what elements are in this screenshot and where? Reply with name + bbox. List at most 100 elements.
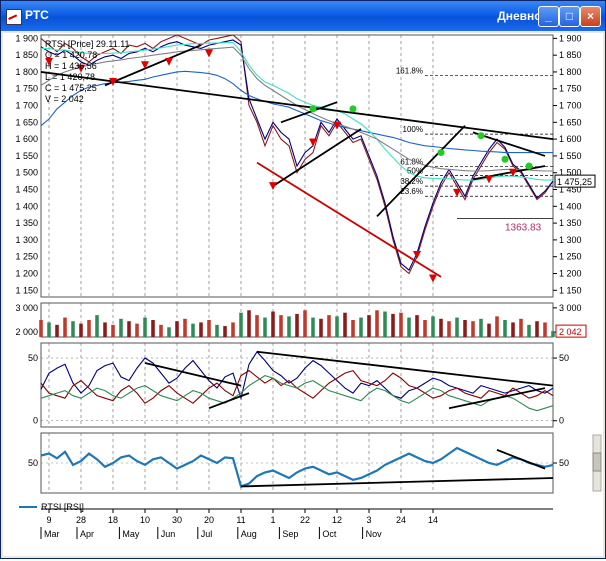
chart-area: 1 900 1 900 1 850 1 850 1 800 1 800 1 750 1 750… [3, 33, 603, 556]
down-marker [141, 61, 149, 70]
volume-bar [255, 315, 259, 337]
x-day-label: 18 [108, 515, 118, 525]
up-marker [349, 105, 357, 113]
down-marker [45, 57, 53, 66]
y-tick-label-left: 1 250 [15, 252, 38, 262]
ohlc-info-line: L = 1 420,78 [45, 72, 95, 82]
volume-bar [543, 322, 547, 337]
volume-bar [399, 312, 403, 337]
x-month-label: Sep [282, 529, 298, 539]
down-marker [205, 49, 213, 58]
y-tick-label-left: 1 800 [15, 67, 38, 77]
period-label[interactable]: Дневной [497, 9, 549, 23]
volume-bar [359, 317, 363, 337]
volume-bar [159, 324, 163, 337]
volume-bar [479, 318, 483, 337]
series-line [40, 70, 553, 154]
down-marker [485, 175, 493, 184]
volume-bar [95, 315, 99, 337]
volume-bar [279, 315, 283, 337]
volume-bar [471, 321, 475, 337]
close-button[interactable]: × [580, 6, 601, 27]
volume-bar [87, 320, 91, 337]
trendline [144, 362, 242, 387]
ohlc-info-line: V = 2 042 [45, 94, 84, 104]
trendline [496, 449, 546, 470]
trendline [256, 350, 554, 387]
down-marker [333, 121, 341, 130]
down-marker [429, 274, 437, 283]
x-day-label: 12 [332, 515, 342, 525]
volume-bar [71, 321, 75, 337]
volume-bar [351, 320, 355, 337]
x-day-label: 20 [204, 515, 214, 525]
y-tick-label-right: 1 350 [559, 218, 582, 228]
last-price-label: 1 475,25 [557, 177, 592, 187]
maximize-button[interactable]: □ [559, 6, 580, 27]
x-month-label: May [122, 529, 140, 539]
volume-last-box [555, 324, 587, 338]
x-day-label: 3 [366, 515, 371, 525]
volume-last-label: 2 042 [559, 327, 582, 337]
x-day-label: 1 [270, 515, 275, 525]
trendline [448, 387, 546, 410]
ohlc-info-line: O = 1 420,78 [45, 50, 97, 60]
minimize-button[interactable]: _ [538, 6, 559, 27]
y-tick-label-right: 1 250 [559, 252, 582, 262]
y-tick-label-right: 50 [559, 458, 569, 468]
y-tick-label-left: 0 [33, 416, 38, 426]
y-tick-label-left: 1 450 [15, 185, 38, 195]
volume-bar [391, 313, 395, 337]
volume-bar [247, 310, 251, 337]
y-tick-label-right: 1 150 [559, 285, 582, 295]
y-tick-label-left: 50 [28, 458, 38, 468]
x-month-label: Apr [80, 529, 94, 539]
title-bar[interactable]: РТС Дневной _ □ × [1, 1, 605, 31]
volume-bar [463, 320, 467, 337]
y-tick-label-right: 1 850 [559, 50, 582, 60]
y-tick-label-left: 1 600 [15, 134, 38, 144]
trendline [280, 101, 338, 124]
y-tick-label-left: 1 650 [15, 117, 38, 127]
y-tick-label-right: 1 800 [559, 67, 582, 77]
y-tick-label-right: 1 450 [559, 185, 582, 195]
x-month-label: Mar [44, 529, 60, 539]
y-tick-label-left: 50 [28, 353, 38, 363]
volume-bar [127, 321, 131, 337]
up-marker [525, 162, 533, 170]
fib-level-label: 50% [407, 166, 423, 175]
volume-bar [303, 310, 307, 337]
y-tick-label-right: 1 750 [559, 84, 582, 94]
y-tick-label-right: 1 550 [559, 151, 582, 161]
volume-bar [175, 321, 179, 337]
y-tick-label-left: 1 850 [15, 50, 38, 60]
series-line [40, 446, 554, 488]
window-title: РТС [25, 8, 49, 22]
volume-bar [431, 316, 435, 337]
volume-bar [487, 323, 491, 337]
y-tick-label-right: 50 [559, 353, 569, 363]
last-price-box [554, 174, 596, 188]
y-tick-label-right: 1 200 [559, 268, 582, 278]
target-label: 1363.83 [505, 222, 542, 233]
fib-level-label: 23.6% [400, 187, 423, 196]
scrollbar-thumb [592, 452, 602, 472]
trendline [376, 125, 466, 218]
volume-bar [111, 324, 115, 337]
up-marker [477, 132, 485, 140]
volume-bar [447, 321, 451, 337]
volume-bar [151, 320, 155, 337]
x-month-label: Nov [366, 529, 383, 539]
volume-bar [103, 322, 107, 337]
x-month-label: Jun [161, 529, 176, 539]
y-tick-label-right: 1 700 [559, 101, 582, 111]
volume-bar [199, 322, 203, 337]
volume-bar [63, 317, 67, 337]
y-tick-label-left: 1 700 [15, 101, 38, 111]
y-tick-label-left: 1 500 [15, 168, 38, 178]
x-day-label: 11 [236, 515, 245, 525]
volume-bar [167, 327, 171, 337]
x-month-label: Oct [322, 529, 337, 539]
y-tick-label-left: 1 350 [15, 218, 38, 228]
